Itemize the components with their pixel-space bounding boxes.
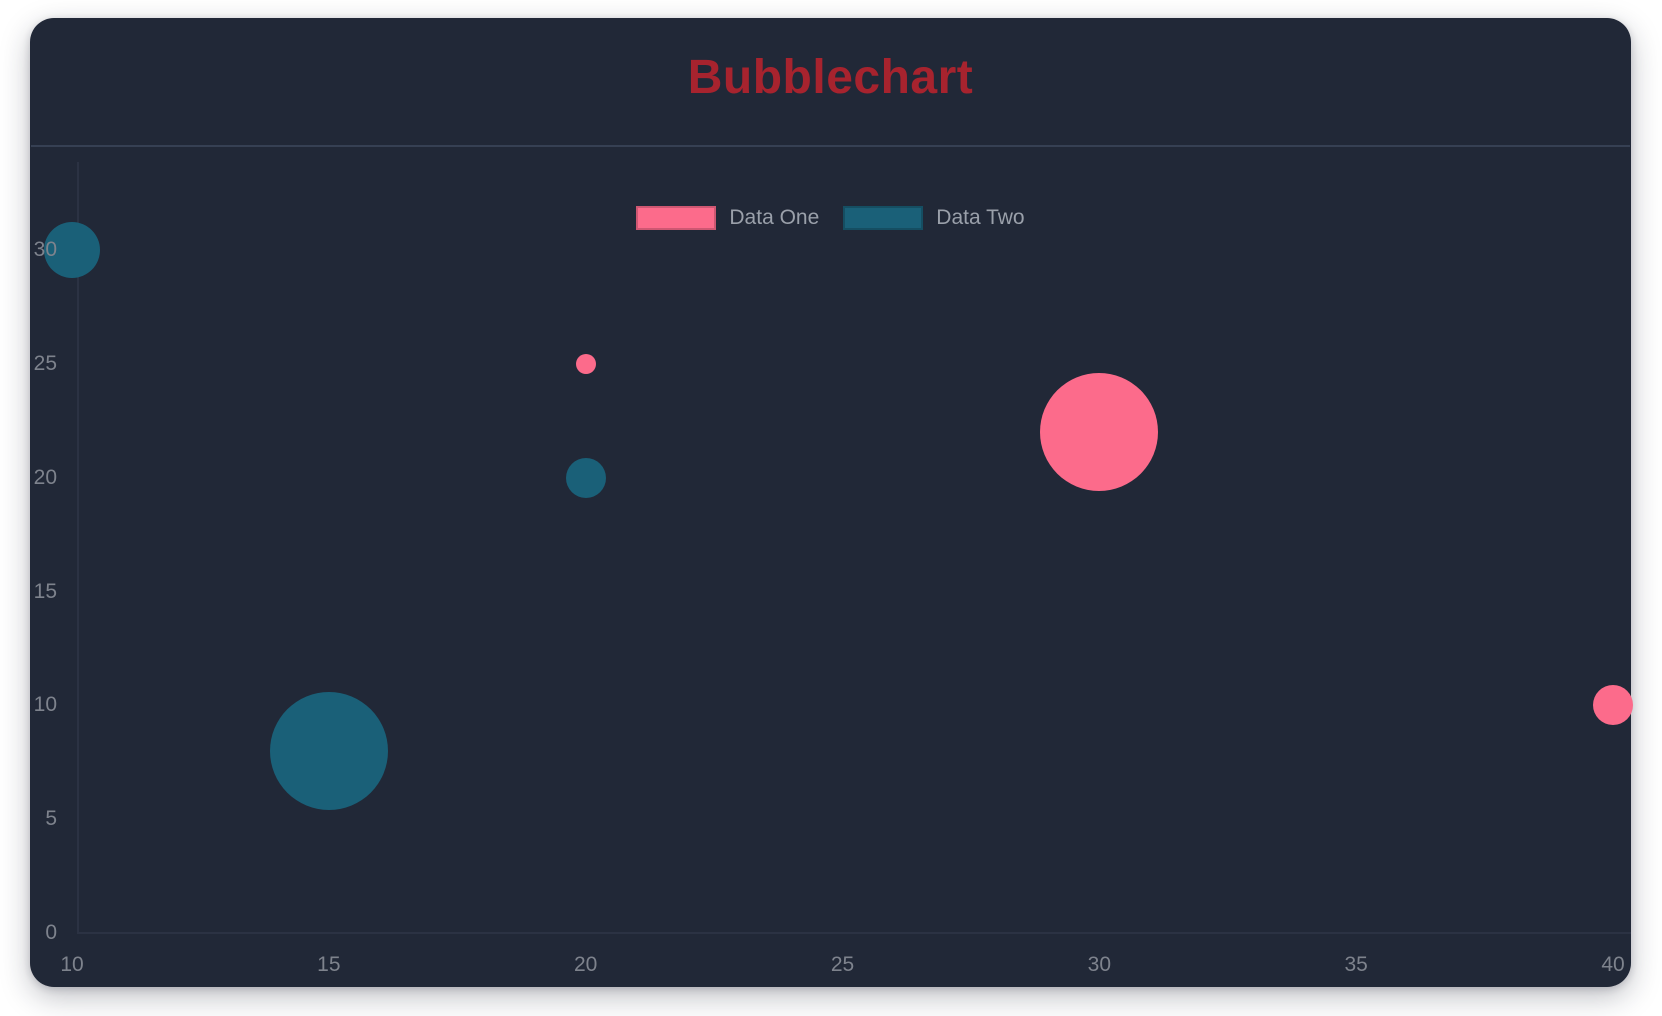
x-tick-label-25: 25 bbox=[830, 953, 855, 976]
y-tick-label-25: 25 bbox=[33, 351, 57, 375]
chart-legend: Data One Data Two bbox=[30, 206, 1631, 230]
x-tick-label-40: 40 bbox=[1601, 953, 1625, 976]
y-axis-line bbox=[77, 162, 79, 934]
legend-swatch bbox=[843, 206, 924, 230]
x-axis-line bbox=[77, 932, 1631, 934]
bubble-data-two-x20-y20[interactable] bbox=[565, 457, 606, 498]
legend-swatch bbox=[636, 206, 717, 230]
legend-item-data-one[interactable]: Data One bbox=[636, 206, 819, 230]
legend-item-data-two[interactable]: Data Two bbox=[843, 206, 1025, 230]
x-tick-label-20: 20 bbox=[573, 953, 598, 976]
bubble-data-one-x30-y22[interactable] bbox=[1040, 373, 1159, 492]
y-tick-label-30: 30 bbox=[33, 238, 57, 261]
y-tick-label-15: 15 bbox=[33, 579, 57, 603]
x-tick-label-15: 15 bbox=[317, 953, 341, 976]
legend-label: Data One bbox=[729, 206, 820, 229]
chart-card bbox=[30, 18, 1631, 987]
y-tick-label-0: 0 bbox=[45, 921, 57, 944]
x-tick-label-10: 10 bbox=[60, 953, 84, 976]
x-tick-label-35: 35 bbox=[1344, 953, 1368, 976]
y-tick-label-5: 5 bbox=[45, 807, 57, 831]
bubble-data-one-x20-y25[interactable] bbox=[575, 353, 596, 374]
legend-label: Data Two bbox=[936, 206, 1025, 229]
y-tick-label-20: 20 bbox=[33, 465, 57, 489]
y-tick-label-10: 10 bbox=[33, 693, 57, 717]
bubble-data-two-x15-y8[interactable] bbox=[269, 691, 388, 810]
bubble-data-one-x40-y10[interactable] bbox=[1593, 685, 1633, 726]
header-separator bbox=[31, 145, 1630, 147]
chart-title: Bubblechart bbox=[687, 51, 974, 104]
bubble-data-two-x10-y30[interactable] bbox=[44, 222, 100, 278]
x-tick-label-30: 30 bbox=[1087, 953, 1111, 976]
